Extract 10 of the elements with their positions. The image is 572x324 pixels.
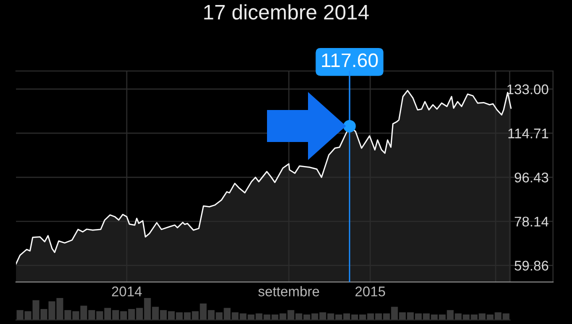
x-tick-label: 2014 <box>112 286 142 296</box>
y-tick-label: 59.86 <box>514 260 548 271</box>
chart-title: 17 dicembre 2014 <box>204 4 369 20</box>
x-tick-label: settembre <box>258 286 320 296</box>
y-tick-label: 78.14 <box>514 216 548 227</box>
y-tick-label: 133.00 <box>507 84 548 94</box>
y-tick-label: 114.71 <box>508 128 548 138</box>
annotation: 117.60 <box>322 53 378 68</box>
y-tick-label: 96.43 <box>514 172 548 182</box>
x-tick-label: 2015 <box>355 286 386 296</box>
